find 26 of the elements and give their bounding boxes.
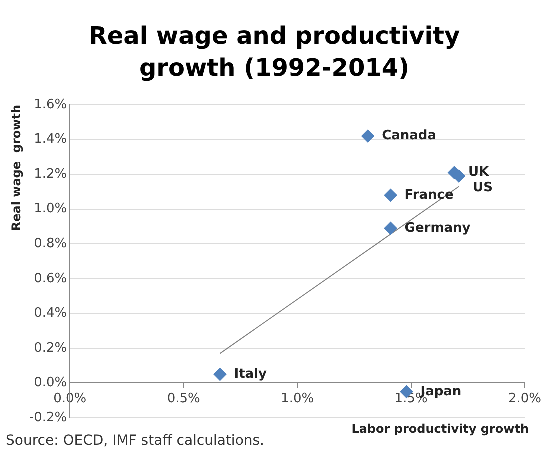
chart-title: Real wage and productivity growth (1992-2014) <box>88 21 462 84</box>
point <box>384 188 398 202</box>
x-tick-label: 0.5% <box>167 391 200 406</box>
point <box>214 368 227 382</box>
x-axis-title: Labor productivity growth <box>352 422 529 436</box>
annotation: UK <box>468 165 490 180</box>
y-tick-label: 0.0% <box>34 376 68 391</box>
annotation: Germany <box>404 220 472 236</box>
y-axis-title: Real wage growth <box>9 105 24 232</box>
y-tick-label: 0.2% <box>34 340 68 356</box>
y-tick-label: 0.8% <box>34 236 68 252</box>
annotation: US <box>473 180 493 196</box>
y-tick-label: 0.6% <box>34 271 68 286</box>
annotation: Italy <box>234 366 268 382</box>
y-tick-label: 1.6% <box>34 97 68 112</box>
point <box>384 222 398 235</box>
y-tick-label: 0.4% <box>34 306 68 322</box>
y-tick-label: 1.2% <box>34 166 68 182</box>
y-tick-label: 1.0% <box>34 202 68 217</box>
point <box>362 130 375 143</box>
y-tick-label: 1.4% <box>34 132 68 148</box>
x-tick-label: 1.0% <box>281 391 314 406</box>
x-tick-label: 2.0% <box>508 391 542 406</box>
annotation: Canada <box>382 128 436 144</box>
source-note: Source: OECD, IMF staff calculations. <box>6 433 265 449</box>
y-tick-label: -0.2% <box>29 410 68 426</box>
